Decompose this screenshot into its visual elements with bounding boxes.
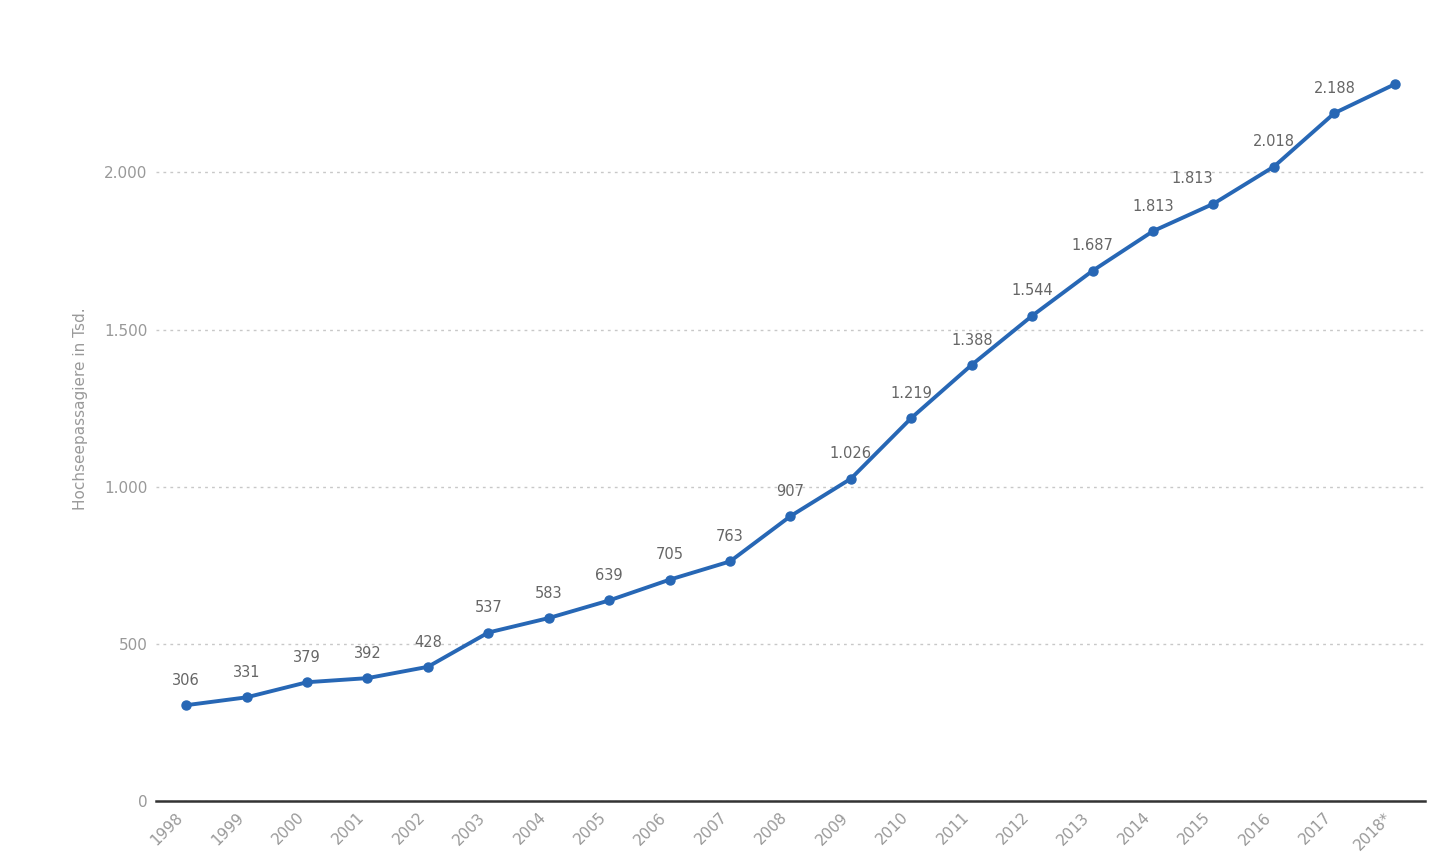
Y-axis label: Hochseepassagiere in Tsd.: Hochseepassagiere in Tsd.	[72, 307, 88, 510]
Text: 907: 907	[776, 483, 805, 499]
Text: 392: 392	[354, 646, 382, 661]
Text: 379: 379	[294, 650, 321, 665]
Text: 1.687: 1.687	[1071, 239, 1113, 253]
Text: 537: 537	[474, 600, 503, 615]
Text: 763: 763	[716, 529, 744, 544]
Text: 331: 331	[233, 665, 261, 680]
Text: 2.188: 2.188	[1313, 81, 1355, 95]
Text: 1.219: 1.219	[890, 385, 932, 401]
Text: 639: 639	[595, 569, 624, 583]
Text: 306: 306	[173, 673, 200, 687]
Text: 428: 428	[413, 635, 442, 649]
Text: 2.018: 2.018	[1253, 135, 1295, 149]
Text: 1.813: 1.813	[1172, 172, 1212, 187]
Text: 705: 705	[655, 548, 684, 562]
Text: 1.813: 1.813	[1132, 199, 1174, 214]
Text: 1.388: 1.388	[950, 332, 992, 347]
Text: 583: 583	[534, 586, 563, 601]
Text: 1.544: 1.544	[1011, 284, 1053, 299]
Text: 1.026: 1.026	[829, 446, 871, 462]
